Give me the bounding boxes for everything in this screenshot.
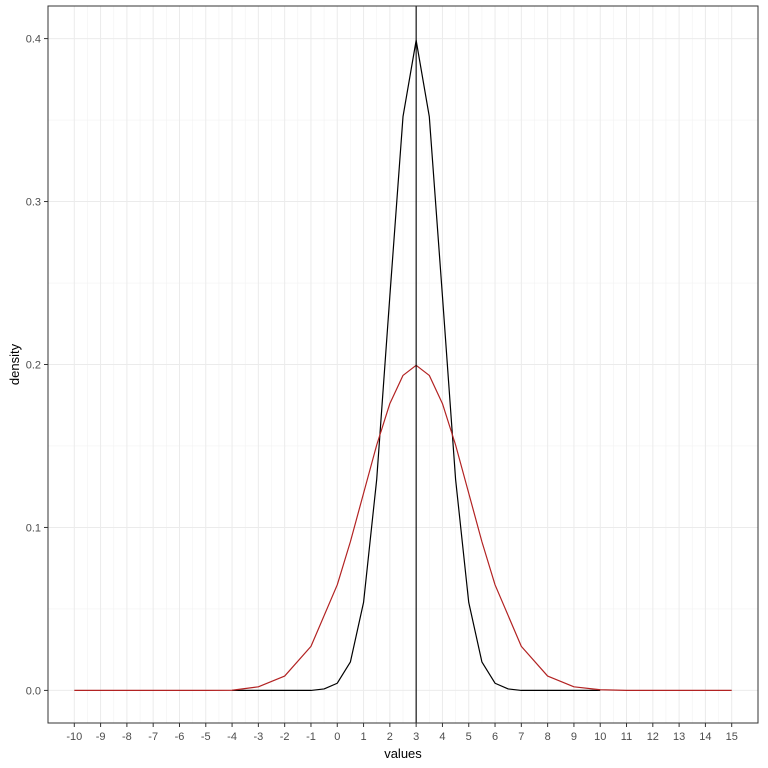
x-tick-label: 8	[545, 731, 551, 743]
x-tick-label: 1	[360, 731, 366, 743]
x-tick-label: 2	[387, 731, 393, 743]
x-tick-label: -10	[66, 731, 82, 743]
y-tick-label: 0.2	[26, 360, 41, 372]
x-tick-label: 15	[726, 731, 738, 743]
x-tick-label: 13	[673, 731, 685, 743]
x-tick-label: -7	[148, 731, 158, 743]
x-tick-label: -8	[122, 731, 132, 743]
x-tick-label: 11	[621, 731, 632, 743]
y-axis-ticks: 0.0 0.1 0.2 0.3 0.4	[26, 34, 48, 697]
x-tick-label: 10	[594, 731, 606, 743]
x-tick-label: -5	[201, 731, 211, 743]
x-tick-label: -3	[253, 731, 263, 743]
y-tick-label: 0.4	[26, 34, 41, 46]
x-tick-label: 14	[699, 731, 711, 743]
x-tick-label: 7	[518, 731, 524, 743]
x-axis-title: values	[384, 746, 422, 761]
x-tick-label: 5	[466, 731, 472, 743]
density-curve-2	[74, 364, 732, 692]
y-axis-title: density	[7, 343, 22, 385]
x-tick-label: -4	[227, 731, 237, 743]
x-tick-label: -9	[96, 731, 106, 743]
y-tick-label: 0.0	[26, 685, 41, 697]
x-tick-label: 9	[571, 731, 577, 743]
x-tick-label: -6	[175, 731, 185, 743]
x-tick-label: 0	[334, 731, 340, 743]
y-tick-label: 0.3	[26, 197, 41, 209]
x-tick-label: -2	[280, 731, 290, 743]
x-tick-label: 6	[492, 731, 498, 743]
x-tick-label: 12	[647, 731, 659, 743]
x-tick-label: 4	[439, 731, 445, 743]
x-tick-label: 3	[413, 731, 419, 743]
y-tick-label: 0.1	[26, 522, 41, 534]
x-tick-label: -1	[306, 731, 316, 743]
x-axis-ticks: -10 -9 -8 -7 -6 -5 -4 -3 -2 -1 0 1 2 3 4 5 6 7 8 9 10 11 12 13 1…	[66, 723, 738, 743]
